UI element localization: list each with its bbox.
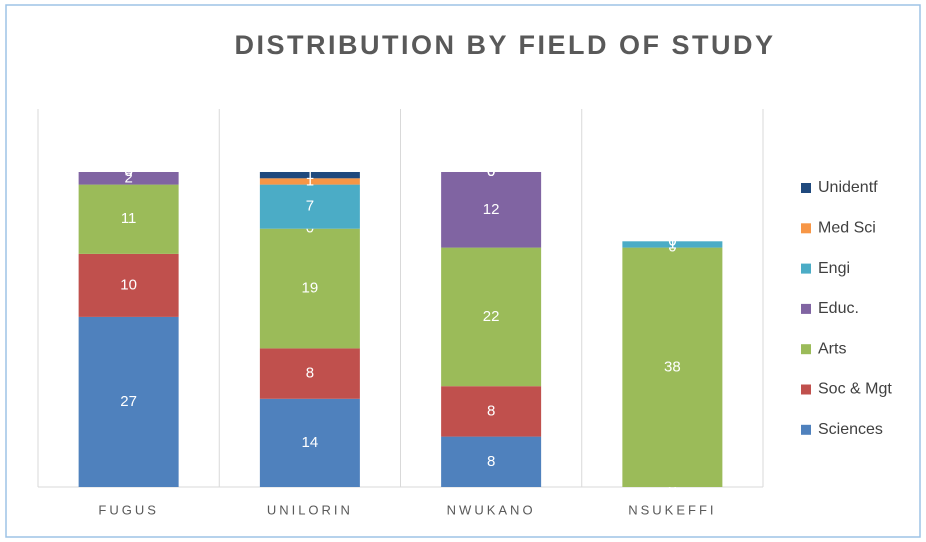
data-label: 1 [668, 235, 676, 252]
data-label: 0 [487, 163, 495, 180]
data-label: 0 [124, 163, 132, 180]
bar-segment [78, 316, 179, 487]
legend-swatch [801, 384, 811, 395]
data-label: 19 [302, 280, 319, 297]
data-label: 1 [306, 166, 314, 183]
x-tick-label: FUGUS [98, 502, 159, 517]
data-label: 14 [302, 434, 319, 451]
bar-segment [259, 398, 360, 487]
legend-swatch [801, 223, 811, 234]
data-label: 0 [487, 163, 495, 180]
data-label: 7 [306, 198, 314, 215]
legend-label: Med Sci [818, 220, 876, 237]
data-label: 8 [487, 453, 495, 470]
legend-label: Educ. [818, 300, 859, 317]
bar-segment [259, 172, 360, 179]
data-label: 38 [664, 358, 681, 375]
data-label: 11 [121, 210, 137, 227]
data-label: 22 [483, 308, 500, 325]
data-label: 8 [487, 402, 495, 419]
bar-segment [441, 436, 542, 487]
legend-swatch [801, 183, 811, 193]
legend-label: Soc & Mgt [818, 381, 892, 398]
bar-segment [622, 247, 723, 487]
legend-label: Unidentf [818, 179, 878, 196]
bar-segment [78, 253, 179, 317]
bar-segment [259, 184, 360, 229]
data-label: 0 [124, 163, 132, 180]
data-label: 0 [124, 163, 132, 180]
legend-label: Arts [818, 340, 846, 357]
bar-segment [259, 348, 360, 399]
bar-segment [259, 178, 360, 185]
bar-segment [441, 247, 542, 387]
legend-swatch [801, 344, 811, 355]
bar-segment [441, 172, 542, 248]
data-label: 0 [668, 232, 676, 249]
data-label: 8 [306, 365, 314, 382]
x-tick-label: NWUKANO [447, 502, 536, 517]
legend-swatch [801, 263, 811, 274]
legend-label: Engi [818, 260, 850, 277]
data-label: 0 [487, 163, 495, 180]
data-label: 2 [124, 169, 132, 186]
data-label: 1 [306, 172, 314, 189]
legend-swatch [801, 424, 811, 435]
bar-segment [78, 184, 179, 254]
x-tick-label: NSUKEFFI [628, 502, 716, 517]
x-tick-label: UNILORIN [267, 502, 353, 517]
bar-segment [622, 241, 723, 248]
legend-label: Sciences [818, 421, 883, 438]
data-label: 10 [120, 276, 137, 293]
data-label: 27 [120, 393, 137, 410]
bar-segment [78, 172, 179, 185]
data-label: 0 [668, 232, 676, 249]
legend-swatch [801, 303, 811, 314]
data-label: 12 [483, 201, 500, 218]
bar-segment [259, 228, 360, 349]
chart-title: DISTRIBUTION BY FIELD OF STUDY [234, 30, 775, 60]
bar-segment [441, 386, 542, 437]
